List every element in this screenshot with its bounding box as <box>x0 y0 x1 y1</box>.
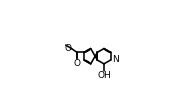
Text: O: O <box>64 44 71 53</box>
Text: O: O <box>74 60 81 68</box>
Text: N: N <box>112 55 118 64</box>
Text: OH: OH <box>97 71 111 80</box>
